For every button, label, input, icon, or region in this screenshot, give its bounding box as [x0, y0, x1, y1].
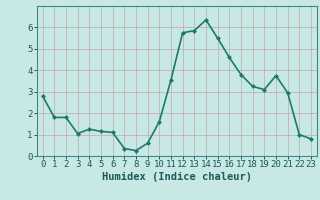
X-axis label: Humidex (Indice chaleur): Humidex (Indice chaleur): [102, 172, 252, 182]
